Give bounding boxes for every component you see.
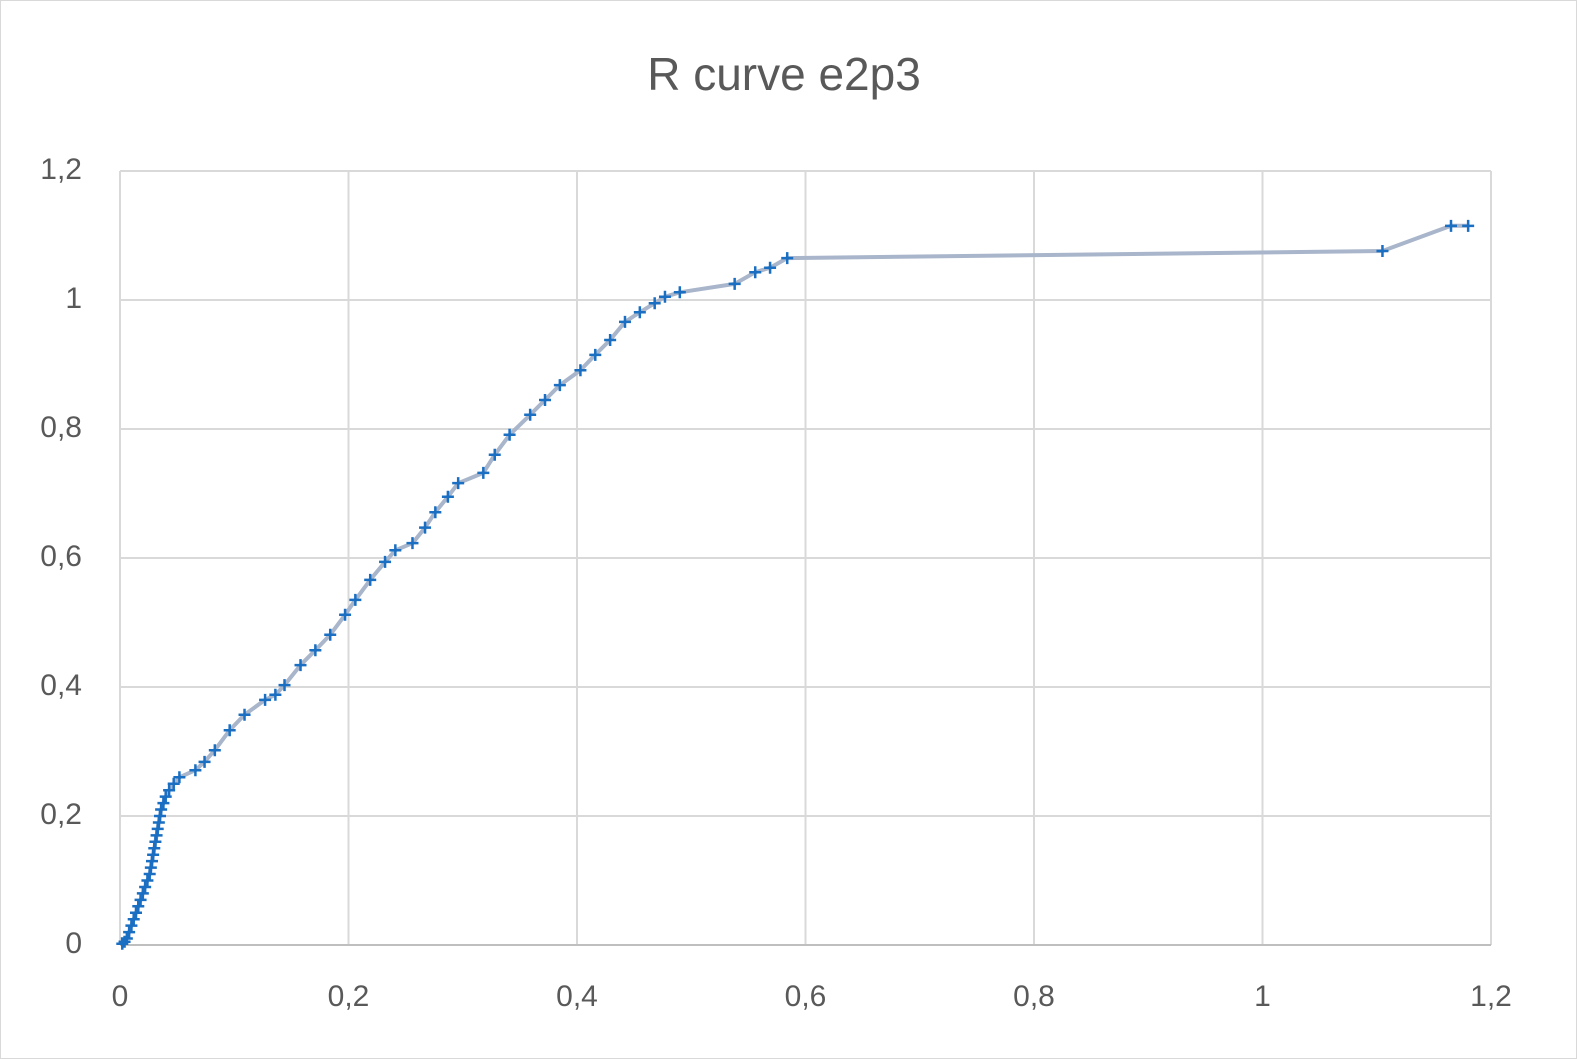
marker	[389, 544, 402, 557]
marker	[339, 608, 352, 621]
marker	[136, 887, 149, 900]
marker	[441, 490, 454, 503]
marker	[1462, 219, 1475, 232]
marker	[278, 679, 291, 692]
marker	[134, 893, 147, 906]
marker	[574, 364, 587, 377]
chart-title: R curve e2p3	[647, 48, 921, 100]
x-tick-label: 0	[112, 980, 129, 1013]
marker	[120, 932, 133, 945]
marker	[1376, 244, 1389, 257]
marker	[658, 290, 671, 303]
marker	[223, 724, 236, 737]
marker	[269, 688, 282, 701]
marker	[618, 315, 631, 328]
y-tick-label: 1,2	[40, 153, 82, 186]
marker	[159, 790, 172, 803]
marker	[141, 874, 154, 887]
marker	[163, 784, 176, 797]
marker	[123, 926, 136, 939]
marker	[604, 333, 617, 346]
marker	[379, 555, 392, 568]
marker	[125, 919, 138, 932]
marker	[139, 880, 152, 893]
marker	[553, 379, 566, 392]
marker	[208, 744, 221, 757]
y-tick-label: 0,6	[40, 540, 82, 573]
y-tick-label: 0	[65, 927, 82, 960]
marker	[488, 448, 501, 461]
y-tick-label: 0,8	[40, 411, 82, 444]
marker	[129, 906, 142, 919]
marker	[419, 521, 432, 534]
marker	[452, 477, 465, 490]
marker	[589, 348, 602, 361]
marker	[198, 755, 211, 768]
marker	[633, 306, 646, 319]
marker	[764, 261, 777, 274]
marker	[132, 900, 145, 913]
marker	[406, 537, 419, 550]
marker	[429, 506, 442, 519]
marker	[539, 393, 552, 406]
y-tick-label: 0,2	[40, 798, 82, 831]
x-tick-label: 0,4	[556, 980, 598, 1013]
marker	[189, 764, 202, 777]
marker	[1445, 219, 1458, 232]
marker	[728, 277, 741, 290]
marker	[648, 297, 661, 310]
marker	[309, 644, 322, 657]
marker	[155, 803, 168, 816]
marker	[364, 573, 377, 586]
marker	[324, 628, 337, 641]
x-tick-label: 0,6	[785, 980, 827, 1013]
y-tick-label: 0,4	[40, 669, 82, 702]
marker	[294, 659, 307, 672]
x-tick-label: 0,2	[328, 980, 370, 1013]
x-tick-label: 1	[1254, 980, 1271, 1013]
marker	[781, 252, 794, 265]
marker	[173, 771, 186, 784]
x-tick-label: 1,2	[1470, 980, 1512, 1013]
marker	[477, 466, 490, 479]
marker	[167, 777, 180, 790]
x-tick-label: 0,8	[1013, 980, 1055, 1013]
marker	[238, 708, 251, 721]
marker	[127, 913, 140, 926]
marker	[673, 286, 686, 299]
y-tick-label: 1	[65, 282, 82, 315]
marker	[349, 593, 362, 606]
marker	[524, 408, 537, 421]
marker	[749, 266, 762, 279]
marker	[503, 428, 516, 441]
marker	[259, 693, 272, 706]
marker	[157, 797, 170, 810]
